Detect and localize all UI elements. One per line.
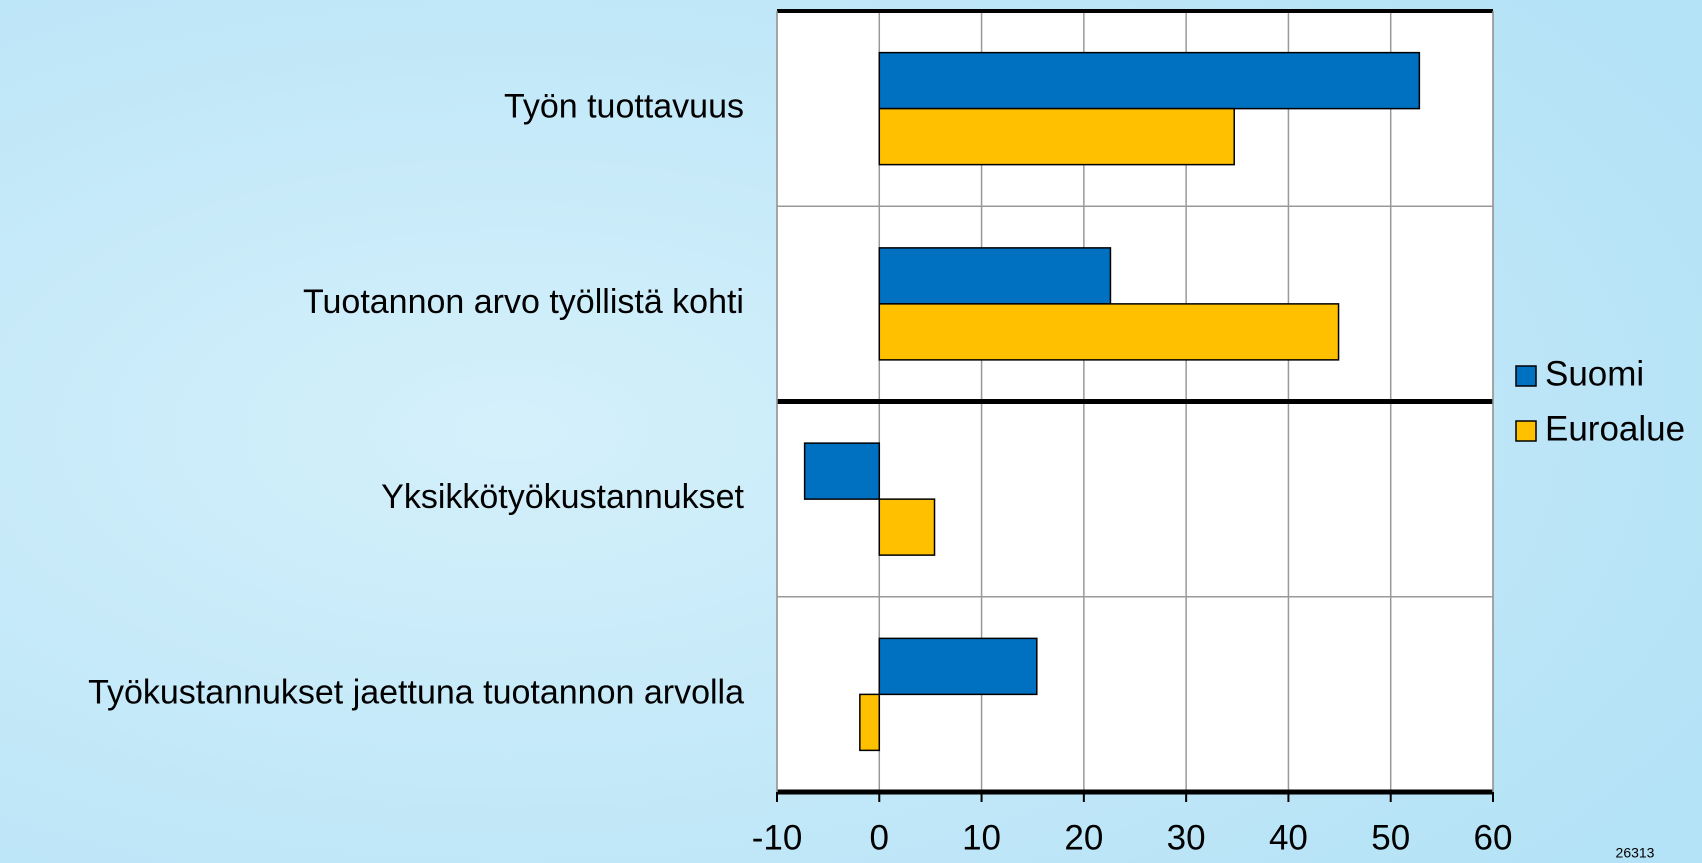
- y-tick-label: Tuotannon arvo työllistä kohti: [303, 283, 744, 321]
- x-tick-label: -10: [752, 818, 803, 857]
- bar: [860, 694, 879, 750]
- bar: [879, 53, 1419, 109]
- x-tick-label: 20: [1064, 818, 1103, 857]
- bar: [879, 109, 1234, 165]
- x-tick-label: 0: [870, 818, 889, 857]
- y-tick-label: Työn tuottavuus: [504, 88, 744, 126]
- x-tick-label: 60: [1474, 818, 1513, 857]
- bar: [805, 443, 880, 499]
- bar: [879, 638, 1037, 694]
- bar: [879, 248, 1110, 304]
- x-tick-label: 30: [1167, 818, 1206, 857]
- bar: [879, 499, 934, 555]
- legend-swatch: [1516, 366, 1536, 386]
- legend-label: Suomi: [1545, 354, 1644, 393]
- legend-swatch: [1516, 421, 1536, 441]
- bar: [879, 304, 1338, 360]
- y-tick-label: Työkustannukset jaettuna tuotannon arvol…: [88, 673, 744, 711]
- chart: -10 0 10 20 30 40 50 60 Työn tuottavuus Tuotannon…: [0, 0, 1702, 863]
- note: 26313: [1616, 845, 1655, 861]
- x-tick-label: 10: [962, 818, 1001, 857]
- x-tick-label: 40: [1269, 818, 1308, 857]
- legend-label: Euroalue: [1545, 409, 1685, 448]
- x-tick-label: 50: [1371, 818, 1410, 857]
- y-tick-label: Yksikkötyökustannukset: [381, 478, 744, 516]
